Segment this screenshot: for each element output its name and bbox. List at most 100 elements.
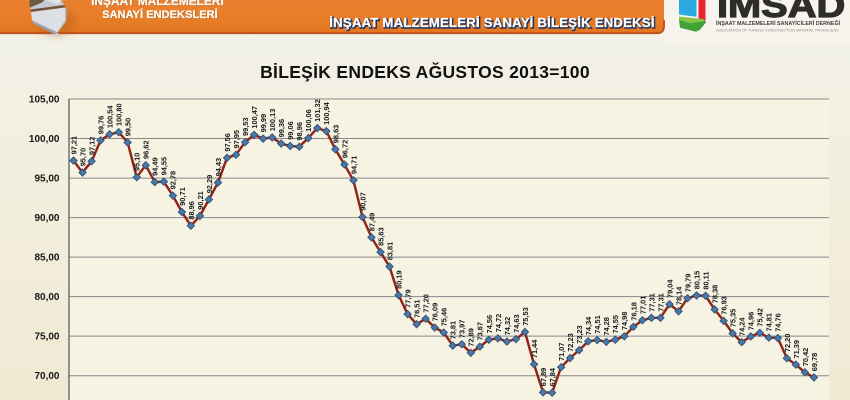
- svg-text:98,96: 98,96: [295, 122, 304, 141]
- svg-text:77,79: 77,79: [404, 289, 413, 308]
- svg-text:74,96: 74,96: [747, 312, 756, 331]
- svg-text:79,79: 79,79: [683, 274, 692, 293]
- svg-text:92,29: 92,29: [205, 175, 214, 194]
- svg-text:74,98: 74,98: [620, 312, 629, 331]
- svg-text:94,49: 94,49: [151, 157, 160, 176]
- svg-text:96,62: 96,62: [142, 141, 151, 160]
- svg-text:96,72: 96,72: [340, 140, 349, 159]
- svg-text:72,23: 72,23: [566, 333, 575, 352]
- svg-text:85,63: 85,63: [376, 227, 385, 246]
- svg-text:100,80: 100,80: [115, 103, 124, 126]
- svg-text:İNŞAAT MALZEMELERİ: İNŞAAT MALZEMELERİ: [91, 0, 224, 8]
- svg-text:76,18: 76,18: [629, 302, 638, 321]
- svg-text:99,50: 99,50: [124, 118, 133, 137]
- svg-text:71,44: 71,44: [530, 339, 539, 358]
- svg-text:94,43: 94,43: [214, 158, 223, 177]
- svg-text:100,13: 100,13: [268, 109, 277, 132]
- svg-text:76,09: 76,09: [431, 303, 440, 322]
- svg-text:100,00: 100,00: [29, 134, 60, 145]
- svg-text:73,23: 73,23: [575, 325, 584, 344]
- svg-text:90,00: 90,00: [34, 213, 59, 224]
- svg-text:BİLEŞİK ENDEKS AĞUSTOS 2013=10: BİLEŞİK ENDEKS AĞUSTOS 2013=100: [260, 61, 590, 82]
- svg-text:97,56: 97,56: [223, 133, 232, 152]
- svg-text:95,70: 95,70: [78, 148, 87, 167]
- svg-text:75,42: 75,42: [756, 308, 765, 327]
- svg-text:105,00: 105,00: [29, 94, 60, 105]
- svg-text:69,78: 69,78: [810, 353, 819, 372]
- svg-text:78,38: 78,38: [711, 285, 720, 304]
- svg-text:87,49: 87,49: [367, 213, 376, 232]
- svg-text:97,12: 97,12: [88, 137, 97, 156]
- svg-text:75,35: 75,35: [729, 309, 738, 328]
- svg-text:99,53: 99,53: [241, 118, 250, 137]
- svg-text:83,81: 83,81: [385, 242, 394, 261]
- svg-text:80,00: 80,00: [34, 292, 59, 303]
- svg-text:95,10: 95,10: [133, 153, 142, 172]
- svg-text:77,31: 77,31: [647, 293, 656, 312]
- svg-text:74,72: 74,72: [494, 314, 503, 333]
- svg-text:99,06: 99,06: [286, 121, 295, 140]
- svg-text:98,63: 98,63: [331, 125, 340, 144]
- svg-text:67,89: 67,89: [539, 368, 548, 387]
- svg-text:77,20: 77,20: [422, 294, 431, 313]
- svg-text:İNŞAAT MALZEMELERİ SANAYİCİLER: İNŞAAT MALZEMELERİ SANAYİCİLERİ DERNEĞİ: [716, 19, 841, 27]
- svg-text:67,84: 67,84: [548, 367, 557, 386]
- svg-text:99,76: 99,76: [97, 116, 106, 135]
- svg-text:90,71: 90,71: [178, 187, 187, 206]
- svg-text:75,00: 75,00: [34, 332, 59, 343]
- svg-text:95,00: 95,00: [34, 174, 59, 185]
- svg-text:92,78: 92,78: [169, 171, 178, 190]
- svg-text:76,93: 76,93: [720, 296, 729, 315]
- svg-text:71,39: 71,39: [792, 340, 801, 359]
- svg-text:71,07: 71,07: [557, 343, 566, 362]
- svg-text:94,71: 94,71: [349, 156, 358, 175]
- svg-text:100,47: 100,47: [250, 106, 259, 129]
- svg-text:85,00: 85,00: [34, 253, 59, 264]
- svg-text:79,04: 79,04: [665, 279, 674, 298]
- svg-text:73,81: 73,81: [449, 321, 458, 340]
- svg-text:94,55: 94,55: [160, 157, 169, 176]
- svg-text:100,94: 100,94: [322, 101, 331, 124]
- svg-text:80,15: 80,15: [693, 271, 702, 290]
- svg-text:74,24: 74,24: [738, 317, 747, 336]
- svg-text:73,67: 73,67: [476, 322, 485, 341]
- svg-text:73,97: 73,97: [458, 320, 467, 339]
- svg-text:70,00: 70,00: [34, 371, 59, 382]
- svg-text:74,34: 74,34: [584, 316, 593, 335]
- svg-text:74,63: 74,63: [512, 314, 521, 333]
- svg-text:İNŞAAT MALZEMELERİ SANAYİ BİLE: İNŞAAT MALZEMELERİ SANAYİ BİLEŞİK ENDEKS…: [329, 15, 654, 30]
- svg-text:100,06: 100,06: [304, 109, 313, 132]
- svg-text:80,19: 80,19: [395, 270, 404, 289]
- svg-text:90,07: 90,07: [358, 192, 367, 211]
- svg-text:74,55: 74,55: [611, 315, 620, 334]
- svg-text:78,14: 78,14: [674, 286, 683, 305]
- svg-text:72,20: 72,20: [783, 334, 792, 353]
- svg-text:99,36: 99,36: [277, 119, 286, 138]
- svg-text:88,96: 88,96: [187, 201, 196, 220]
- svg-text:74,32: 74,32: [503, 317, 512, 336]
- svg-text:74,51: 74,51: [593, 315, 602, 334]
- svg-text:İNŞAAT MALZEMELERİ: İNŞAAT MALZEMELERİ: [92, 0, 225, 9]
- svg-text:SANAYİ ENDEKSLERİ: SANAYİ ENDEKSLERİ: [102, 8, 217, 21]
- svg-text:SANAYİ ENDEKSLERİ: SANAYİ ENDEKSLERİ: [103, 9, 218, 22]
- svg-text:77,01: 77,01: [638, 296, 647, 315]
- svg-text:90,21: 90,21: [196, 191, 205, 210]
- svg-text:77,31: 77,31: [656, 293, 665, 312]
- svg-text:74,56: 74,56: [485, 315, 494, 334]
- svg-text:70,42: 70,42: [801, 348, 810, 367]
- svg-text:97,21: 97,21: [69, 136, 78, 155]
- svg-text:76,51: 76,51: [413, 300, 422, 319]
- svg-text:72,89: 72,89: [467, 328, 476, 347]
- svg-text:100,54: 100,54: [106, 105, 115, 128]
- svg-text:74,76: 74,76: [774, 313, 783, 332]
- svg-text:İMSAD: İMSAD: [717, 0, 845, 24]
- svg-text:ASSOCIATION OF TURKISH CONSTRU: ASSOCIATION OF TURKISH CONSTRUCTION MATE…: [716, 28, 839, 32]
- svg-text:74,28: 74,28: [602, 317, 611, 336]
- svg-text:101,32: 101,32: [313, 99, 322, 122]
- svg-text:İNŞAAT MALZEMELERİ SANAYİ BİLE: İNŞAAT MALZEMELERİ SANAYİ BİLEŞİK ENDEKS…: [330, 16, 655, 31]
- svg-text:99,99: 99,99: [259, 114, 268, 133]
- svg-text:75,53: 75,53: [521, 307, 530, 326]
- svg-text:75,46: 75,46: [440, 308, 449, 327]
- svg-text:97,95: 97,95: [232, 130, 241, 149]
- svg-text:80,11: 80,11: [702, 272, 711, 290]
